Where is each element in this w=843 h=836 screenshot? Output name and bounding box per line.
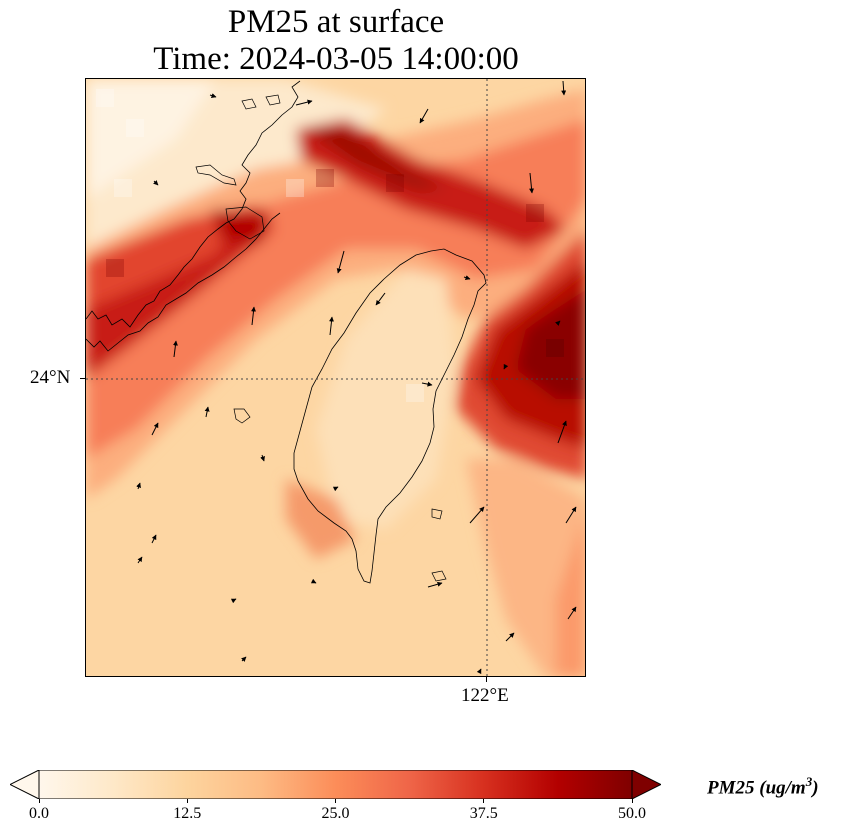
grid-cells [96,89,564,402]
colorbar-tick-label: 12.5 [173,805,202,822]
mainland-islands [195,94,447,582]
colorbar-tick-label: 0.0 [29,805,49,822]
colorbar-label-close: ) [812,777,819,799]
colorbar-tick-label: 50.0 [618,805,646,822]
colorbar-tick-mark [631,799,633,803]
map-title: PM25 at surface Time: 2024-03-05 14:00:0… [0,4,672,78]
mainland-coastline [86,80,301,352]
pm25-map-panel [85,78,586,677]
colorbar-tick-mark [38,799,40,803]
lat-tick-label: 24°N [30,367,71,388]
wind-vectors [136,80,577,675]
title-variable: PM25 at surface [227,4,445,40]
colorbar [10,770,661,799]
colorbar-label-exponent: 3 [805,774,813,789]
colorbar-min-extend [10,770,40,799]
colorbar-tick-mark [335,799,336,803]
colorbar-tick-mark [186,799,188,803]
lon-tick-label: 122°E [461,685,509,706]
title-time: Time: 2024-03-05 14:00:00 [153,41,519,77]
colorbar-max-extend [631,770,661,799]
colorbar-tick-mark [483,799,485,803]
colorbar-tick-label: 37.5 [469,805,498,822]
lon-tick-mark [486,677,487,682]
colorbar-gradient [38,770,633,799]
colorbar-tick-label: 25.0 [321,805,350,822]
lat-tick-mark [80,378,85,379]
pm25-map-canvas [86,79,585,676]
taiwan-coastline [293,248,487,584]
colorbar-label-text: PM25 (ug/m [707,777,806,799]
colorbar-label: PM25 (ug/m3) [707,774,819,799]
